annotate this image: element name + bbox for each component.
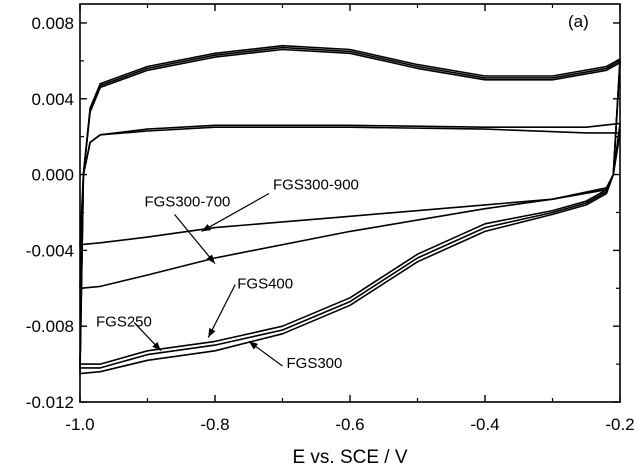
x-tick-label: -0.6: [335, 415, 364, 434]
curves-layer: [79, 44, 621, 375]
series-fgs300-loop: [79, 48, 621, 375]
annotation-arrowhead: [206, 254, 215, 264]
x-tick-label: -0.4: [470, 415, 499, 434]
x-axis-title: E vs. SCE / V: [292, 447, 407, 468]
x-tick-label: -0.8: [200, 415, 229, 434]
annotation-label: FGS400: [237, 275, 293, 292]
annotation-label: FGS250: [96, 313, 152, 330]
panel-label: (a): [568, 12, 589, 31]
annotation-arrowhead: [248, 341, 259, 350]
series-fgs250-loop: [79, 44, 621, 365]
annotations-layer: FGS300-900 FGS300-700 FGS400 FGS250 FGS300: [96, 177, 359, 372]
annotation-arrowhead: [208, 327, 216, 338]
annotation-arrowhead: [201, 223, 212, 232]
annotation-arrow-line: [174, 213, 216, 265]
y-tick-label: 0.004: [31, 90, 74, 109]
annotation-label: FGS300-900: [273, 177, 359, 194]
y-tick-label: 0.000: [31, 166, 74, 185]
series-fgs300-700-loop: [79, 126, 621, 290]
annotation-label: FGS300: [287, 355, 343, 372]
x-tick-label: -0.2: [605, 415, 634, 434]
y-tick-label: -0.008: [26, 317, 74, 336]
y-tick-label: -0.004: [26, 241, 74, 260]
y-tick-label: 0.008: [31, 14, 74, 33]
ticks-layer: -1.0 -0.8 -0.6 -0.4 -0.2 -0.012 -0.008 -0.004 0.…: [26, 4, 635, 434]
annotation-arrow-line: [207, 284, 236, 338]
annotation-arrow-line: [201, 193, 270, 232]
x-tick-label: -1.0: [65, 415, 94, 434]
annotation-arrowhead: [152, 341, 161, 351]
annotation-label: FGS300-700: [145, 193, 231, 210]
y-tick-label: -0.012: [26, 393, 74, 412]
